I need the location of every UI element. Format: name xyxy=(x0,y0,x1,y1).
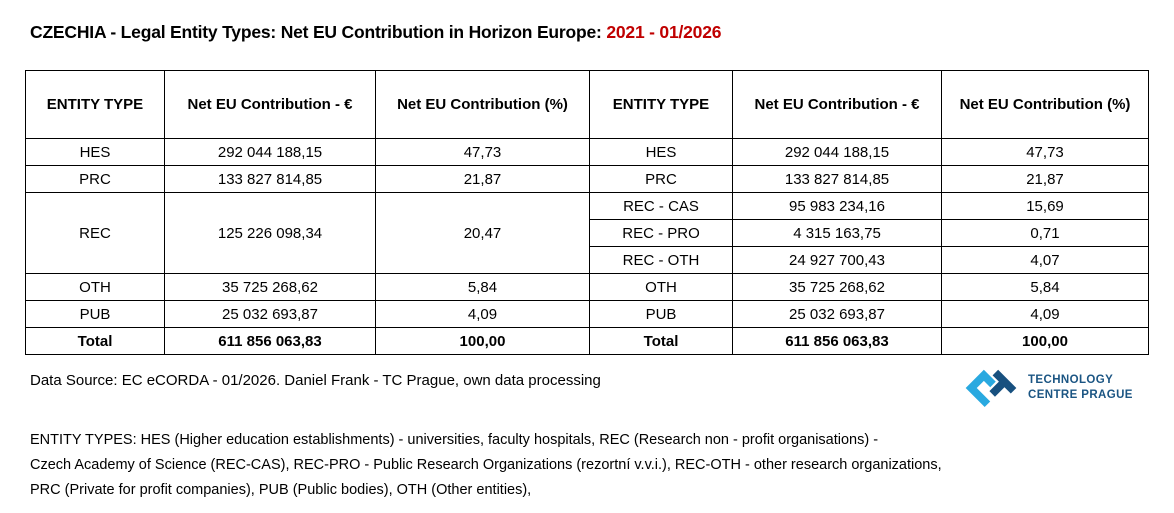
cell-left-prc-eur: 133 827 814,85 xyxy=(164,165,376,193)
cell-left-prc-type: PRC xyxy=(25,165,165,193)
cell-right-prc-type: PRC xyxy=(589,165,733,193)
cell-right-rec-pro-type: REC - PRO xyxy=(589,219,733,247)
logo-text-line2: CENTRE PRAGUE xyxy=(1028,389,1133,401)
col-header-net-eur-right: Net EU Contribution - € xyxy=(732,70,942,139)
cell-right-pub-pct: 4,09 xyxy=(941,300,1149,328)
cell-left-total-type: Total xyxy=(25,327,165,355)
col-header-net-eur-left: Net EU Contribution - € xyxy=(164,70,376,139)
col-header-net-pct-right: Net EU Contribution (%) xyxy=(941,70,1149,139)
table-row-pub: PUB 25 032 693,87 4,09 PUB 25 032 693,87… xyxy=(25,300,1149,328)
cell-right-hes-type: HES xyxy=(589,138,733,166)
entity-types-note-line2: Czech Academy of Science (REC-CAS), REC-… xyxy=(30,457,942,473)
cell-right-hes-eur: 292 044 188,15 xyxy=(732,138,942,166)
cell-right-rec-cas-pct: 15,69 xyxy=(941,192,1149,220)
page-title-main: CZECHIA - Legal Entity Types: Net EU Con… xyxy=(30,22,607,42)
table-row-rec-oth: REC - OTH 24 927 700,43 4,07 xyxy=(26,246,1149,274)
cell-right-rec-oth-type: REC - OTH xyxy=(589,246,733,274)
table-row-oth: OTH 35 725 268,62 5,84 OTH 35 725 268,62… xyxy=(25,273,1149,301)
cell-right-pub-type: PUB xyxy=(589,300,733,328)
data-source-note: Data Source: EC eCORDA - 01/2026. Daniel… xyxy=(30,372,601,389)
cell-right-hes-pct: 47,73 xyxy=(941,138,1149,166)
cell-right-total-eur: 611 856 063,83 xyxy=(732,327,942,355)
page-title: CZECHIA - Legal Entity Types: Net EU Con… xyxy=(30,22,721,43)
logo-text-line1: TECHNOLOGY xyxy=(1028,374,1114,386)
table-row-rec-cas: REC 125 226 098,34 20,47 REC - CAS 95 98… xyxy=(25,192,1149,274)
cell-right-rec-oth-eur: 24 927 700,43 xyxy=(732,246,942,274)
cell-left-rec-eur: 125 226 098,34 xyxy=(164,192,376,274)
cell-right-prc-pct: 21,87 xyxy=(941,165,1149,193)
cell-right-total-pct: 100,00 xyxy=(941,327,1149,355)
cell-left-hes-pct: 47,73 xyxy=(375,138,590,166)
cell-left-hes-type: HES xyxy=(25,138,165,166)
cell-left-pub-pct: 4,09 xyxy=(375,300,590,328)
logo-text: TECHNOLOGY CENTRE PRAGUE xyxy=(1028,373,1133,403)
cell-right-prc-eur: 133 827 814,85 xyxy=(732,165,942,193)
cell-right-rec-cas-type: REC - CAS xyxy=(589,192,733,220)
cell-left-pub-type: PUB xyxy=(25,300,165,328)
cell-left-oth-pct: 5,84 xyxy=(375,273,590,301)
table-row-total: Total 611 856 063,83 100,00 Total 611 85… xyxy=(25,327,1149,355)
col-header-entity-type-right: ENTITY TYPE xyxy=(589,70,733,139)
header-row: ENTITY TYPE Net EU Contribution - € Net … xyxy=(25,70,1149,139)
cell-left-oth-type: OTH xyxy=(25,273,165,301)
cell-left-rec-type: REC xyxy=(25,192,165,274)
cell-right-pub-eur: 25 032 693,87 xyxy=(732,300,942,328)
cell-right-rec-pro-eur: 4 315 163,75 xyxy=(732,219,942,247)
technology-centre-prague-logo: TECHNOLOGY CENTRE PRAGUE xyxy=(963,360,1133,416)
cell-left-hes-eur: 292 044 188,15 xyxy=(164,138,376,166)
cell-right-oth-type: OTH xyxy=(589,273,733,301)
cell-left-rec-pct: 20,47 xyxy=(375,192,590,274)
table-row-prc: PRC 133 827 814,85 21,87 PRC 133 827 814… xyxy=(25,165,1149,193)
col-header-net-pct-left: Net EU Contribution (%) xyxy=(375,70,590,139)
cell-left-total-pct: 100,00 xyxy=(375,327,590,355)
cell-right-rec-pro-pct: 0,71 xyxy=(941,219,1149,247)
cell-right-total-type: Total xyxy=(589,327,733,355)
cell-left-oth-eur: 35 725 268,62 xyxy=(164,273,376,301)
cell-left-pub-eur: 25 032 693,87 xyxy=(164,300,376,328)
entity-types-note: ENTITY TYPES: HES (Higher education esta… xyxy=(30,428,942,503)
entity-types-note-line3: PRC (Private for profit companies), PUB … xyxy=(30,482,532,498)
cell-right-oth-pct: 5,84 xyxy=(941,273,1149,301)
table-row-hes: HES 292 044 188,15 47,73 HES 292 044 188… xyxy=(25,138,1149,166)
table-row-rec-pro: REC - PRO 4 315 163,75 0,71 xyxy=(26,219,1149,247)
cell-right-oth-eur: 35 725 268,62 xyxy=(732,273,942,301)
page-title-period: 2021 - 01/2026 xyxy=(606,22,722,42)
cell-right-rec-oth-pct: 4,07 xyxy=(941,246,1149,274)
tc-diamond-logo-icon xyxy=(965,369,1017,408)
contribution-table: ENTITY TYPE Net EU Contribution - € Net … xyxy=(25,70,1149,355)
cell-left-prc-pct: 21,87 xyxy=(375,165,590,193)
entity-types-note-line1: ENTITY TYPES: HES (Higher education esta… xyxy=(30,432,879,448)
cell-right-rec-cas-eur: 95 983 234,16 xyxy=(732,192,942,220)
cell-left-total-eur: 611 856 063,83 xyxy=(164,327,376,355)
col-header-entity-type-left: ENTITY TYPE xyxy=(25,70,165,139)
